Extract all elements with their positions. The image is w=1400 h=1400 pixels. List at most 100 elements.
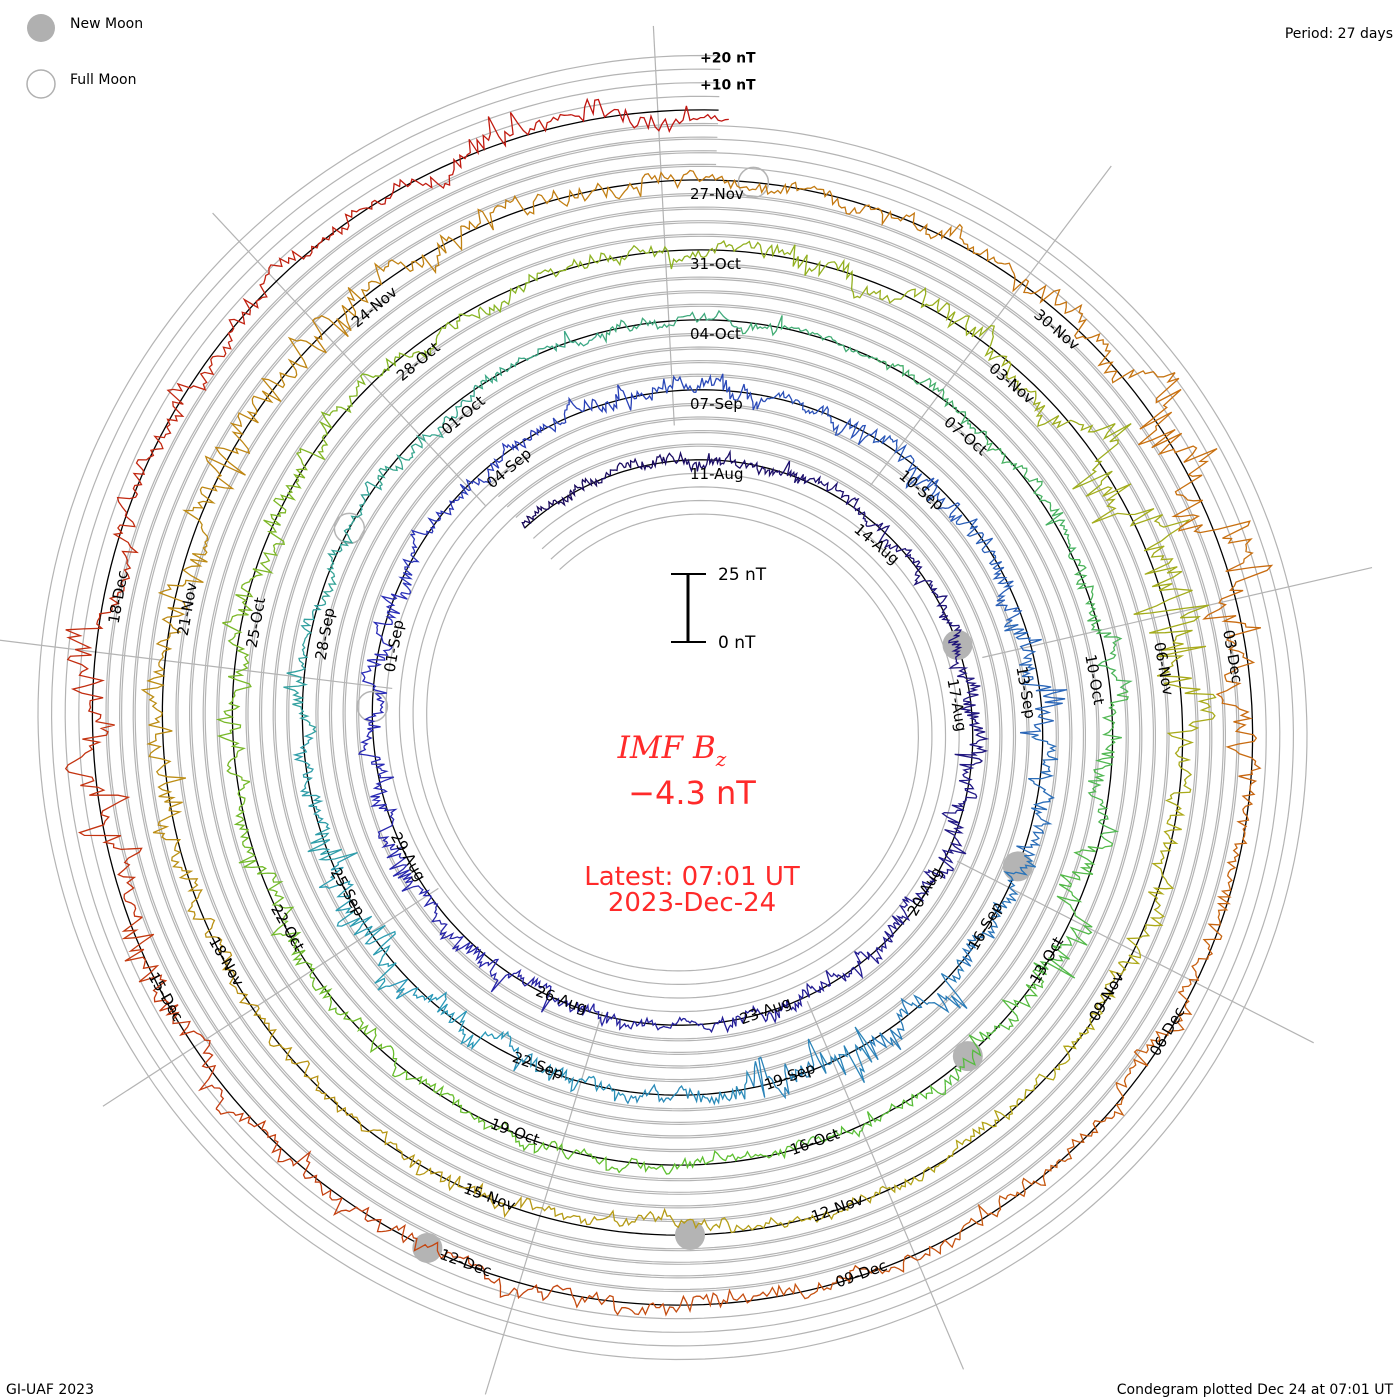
bz-trace-segment (381, 1224, 573, 1302)
date-label: 03-Nov (985, 359, 1038, 407)
date-label: 09-Nov (1085, 969, 1128, 1025)
date-label: 07-Oct (940, 413, 991, 460)
date-label: 30-Nov (1030, 306, 1083, 354)
bz-trace-segment (1033, 837, 1114, 979)
bz-trace-segment (884, 856, 955, 943)
bz-trace-segment (386, 1045, 512, 1133)
footer-credit: GI-UAF 2023 (6, 1382, 94, 1398)
new-moon-marker (675, 1220, 705, 1250)
scale-bottom-label: 0 nT (718, 633, 756, 653)
baseline-spiral (91, 109, 1254, 1306)
bz-trace-segment (959, 1115, 1115, 1240)
date-label: 03-Dec (1219, 628, 1246, 684)
date-label: 13-Sep (1012, 665, 1039, 720)
bz-trace-segment (874, 357, 989, 442)
bz-trace-segment (869, 959, 968, 1060)
bz-trace-segment (215, 1108, 382, 1233)
bz-trace-segment (697, 240, 854, 293)
spoke-line (957, 860, 1314, 1044)
grid-spiral (132, 150, 1213, 1265)
grid-spiral (37, 54, 1308, 1361)
bz-trace-segment (292, 733, 358, 861)
bz-trace-segment (776, 460, 861, 515)
bz-trace-segment (829, 190, 1005, 265)
date-label: 18-Nov (205, 934, 248, 990)
bz-trace-segment (986, 440, 1077, 557)
bz-trace-segment (65, 522, 139, 723)
date-label: 04-Oct (690, 325, 741, 343)
bz-trace-segment (605, 1011, 710, 1031)
bz-trace-segment (460, 178, 643, 231)
grid-spiral (105, 122, 1240, 1293)
spoke-line (102, 887, 439, 1107)
full-moon-legend-icon (26, 69, 56, 99)
date-label: 22-Sep (510, 1048, 566, 1083)
grid-label-10nT: +10 nT (700, 77, 756, 93)
bz-trace-segment (961, 855, 1037, 967)
grid-spiral (78, 95, 1267, 1320)
chart-title: IMF Bz (617, 730, 727, 771)
bz-trace-segment (508, 1039, 626, 1102)
bz-trace-segment (537, 244, 699, 278)
bz-trace-segment (944, 968, 1047, 1086)
bz-trace-segment (280, 931, 387, 1054)
bz-trace-segment (708, 989, 805, 1034)
bz-trace-segment (457, 425, 545, 502)
bz-trace-segment (600, 450, 688, 484)
bz-trace-segment (1016, 734, 1059, 857)
bz-trace-segment (1003, 619, 1068, 736)
date-label: 15-Dec (145, 969, 187, 1024)
full-moon-legend-label: Full Moon (70, 72, 136, 88)
bz-trace-segment (872, 434, 963, 522)
grid-label-20nT: +20 nT (700, 50, 756, 66)
bz-trace-segment (283, 603, 326, 735)
bz-trace-segment (749, 1026, 879, 1100)
bz-trace-segment (806, 1084, 947, 1145)
scale-bar: 25 nT 0 nT (671, 565, 767, 653)
full-moon-marker (737, 166, 770, 199)
bz-trace-segment (601, 309, 740, 344)
date-label: 19-Oct (488, 1115, 542, 1149)
bz-trace-segment (474, 330, 603, 390)
scale-top-label: 25 nT (718, 565, 767, 585)
bz-trace-segment (507, 968, 609, 1028)
bz-trace-segment (293, 356, 400, 481)
bz-trace-segment (377, 385, 476, 486)
bz-trace-segment (222, 480, 302, 624)
full-moon-marker (333, 512, 366, 545)
bz-trace-segment (140, 665, 187, 848)
bz-trace-segment (121, 916, 225, 1110)
bz-trace-segment (430, 901, 510, 993)
bz-trace-segment (803, 936, 893, 998)
bz-trace-segment (155, 486, 216, 667)
bz-trace-segment (510, 1131, 660, 1174)
bz-trace-segment (227, 199, 382, 343)
date-label: 22-Oct (267, 901, 308, 954)
bz-trace-segment (852, 284, 1004, 362)
bz-trace-segment (321, 481, 383, 605)
grid-spirals (37, 54, 1308, 1361)
bz-trace-segment (386, 978, 512, 1051)
bz-trace-segment (924, 579, 963, 669)
bz-trace-segment (377, 807, 435, 908)
date-label: 11-Aug (690, 465, 743, 483)
bz-trace-segment (1113, 945, 1214, 1117)
date-label: 14-Aug (850, 520, 903, 568)
bz-trace-segment (571, 1288, 771, 1317)
new-moon-legend-label: New Moon (70, 16, 143, 32)
bz-trace-segment (571, 97, 729, 134)
bz-trace-segment (1018, 962, 1127, 1102)
bz-trace-segment (398, 499, 458, 595)
bz-trace-segment (686, 449, 778, 478)
bz-trace-segment (1137, 372, 1254, 563)
zero-baseline (91, 109, 1254, 1306)
bz-trace-segment (623, 1069, 751, 1106)
bz-trace-segment (64, 720, 143, 918)
period-label: Period: 27 days (1285, 26, 1393, 42)
bz-trace-segment (706, 1191, 877, 1234)
bz-trace-segment (764, 390, 878, 446)
bz-trace-segment (1087, 691, 1129, 839)
bz-trace-segment (536, 1205, 709, 1230)
spoke-line (806, 1000, 965, 1370)
